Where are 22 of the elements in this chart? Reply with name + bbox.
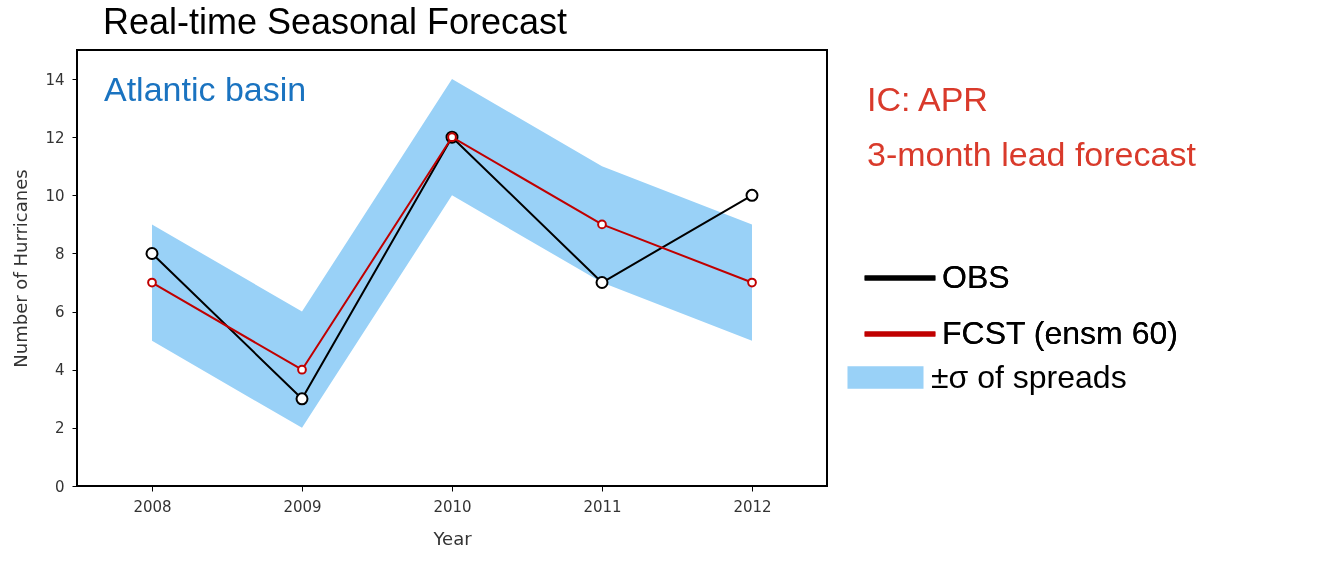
text: IC: APR — [867, 80, 988, 118]
text: ±σ of spreads — [931, 358, 1127, 395]
legend-label: OBS — [942, 259, 1010, 295]
y-tick-label: 0 — [54, 477, 65, 496]
annotation: Atlantic basin — [104, 70, 307, 108]
x-axis-title: Year — [432, 527, 473, 549]
y-tick-label: 4 — [54, 361, 65, 380]
y-tick-label: 2 — [54, 419, 65, 438]
x-tick-label: 2012 — [733, 497, 772, 516]
y-tick-label: 10 — [45, 186, 65, 205]
y-tick-label: 14 — [45, 70, 65, 89]
text: 3-month lead forecast — [867, 135, 1197, 173]
x-tick-label: 2008 — [133, 497, 172, 516]
x-tick-label: 2009 — [283, 497, 322, 516]
y-tick-label: 6 — [54, 303, 65, 322]
y-tick-label: 12 — [45, 128, 65, 147]
chart-title: Real-time Seasonal Forecast — [102, 1, 568, 42]
y-tick-label: 8 — [54, 244, 65, 263]
legend-label: FCST (ensm 60) — [942, 315, 1178, 351]
x-tick-label: 2011 — [583, 497, 622, 516]
y-axis-title: Number of Hurricanes — [10, 169, 32, 368]
x-tick-label: 2010 — [433, 497, 472, 516]
